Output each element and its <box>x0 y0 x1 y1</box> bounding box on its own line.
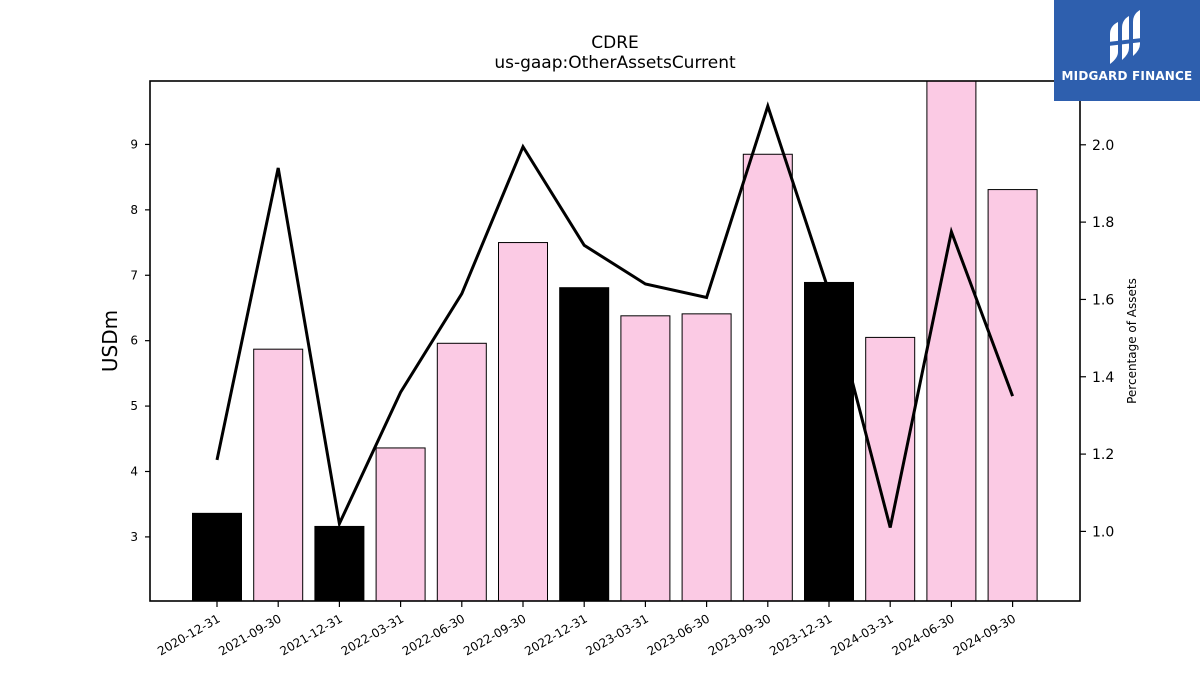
y2-tick-label: 1.2 <box>1092 447 1114 463</box>
y-axis-ticks: 3 4 5 6 7 8 9 <box>130 137 150 544</box>
x-tick-label: 2024-06-30 <box>889 611 956 658</box>
bar-2022-12-31 <box>559 287 610 602</box>
y2-tick-label: 1.4 <box>1092 370 1114 386</box>
x-tick-label: 2023-12-31 <box>767 611 834 658</box>
bar-2023-06-30 <box>681 313 732 602</box>
x-tick-label: 2023-09-30 <box>706 611 773 658</box>
y2-axis-ticks: 1.0 1.2 1.4 1.6 1.8 2.0 <box>1080 138 1114 540</box>
brand-logo: MIDGARD FINANCE <box>1054 0 1200 101</box>
x-tick-label: 2023-06-30 <box>645 611 712 658</box>
x-tick-label: 2021-12-31 <box>277 611 344 658</box>
bar-2022-06-30 <box>436 342 487 602</box>
x-tick-label: 2021-09-30 <box>216 611 283 658</box>
x-tick-label: 2022-09-30 <box>461 611 528 658</box>
bar-2020-12-31 <box>192 512 242 602</box>
y-tick-label: 9 <box>130 137 138 151</box>
percentage-line <box>215 101 1015 529</box>
y-axis-label: USDm <box>98 310 122 372</box>
bar-2022-09-30 <box>498 242 548 602</box>
bar-2023-12-31 <box>804 281 854 602</box>
x-axis-ticks: 2020-12-312021-09-302021-12-312022-03-31… <box>155 601 1018 658</box>
bar-2023-09-30 <box>742 153 793 602</box>
bar-2024-03-31 <box>865 336 916 602</box>
bar-2023-03-31 <box>620 315 671 602</box>
y-tick-label: 4 <box>130 464 138 478</box>
y-tick-label: 8 <box>130 203 138 217</box>
y2-tick-label: 1.6 <box>1092 292 1114 308</box>
x-tick-label: 2024-03-31 <box>828 611 895 658</box>
x-tick-label: 2022-03-31 <box>339 611 406 658</box>
chart-title: CDRE <box>591 33 639 53</box>
x-tick-label: 2024-09-30 <box>951 611 1018 658</box>
y-tick-label: 3 <box>130 530 138 544</box>
y-tick-label: 5 <box>130 399 138 413</box>
bar-2022-03-31 <box>375 447 426 602</box>
bar-series <box>192 80 1038 602</box>
bar-2021-12-31 <box>314 525 365 602</box>
brand-name: MIDGARD FINANCE <box>1061 69 1193 83</box>
x-tick-label: 2020-12-31 <box>155 611 222 658</box>
x-tick-label: 2022-12-31 <box>522 611 589 658</box>
y2-tick-label: 1.8 <box>1092 215 1114 231</box>
chart-subtitle: us-gaap:OtherAssetsCurrent <box>494 53 736 73</box>
y2-tick-label: 1.0 <box>1092 524 1114 540</box>
x-tick-label: 2023-03-31 <box>583 611 650 658</box>
bar-2024-06-30 <box>926 80 977 602</box>
y2-axis-label: Percentage of Assets <box>1125 278 1139 404</box>
y-tick-label: 7 <box>130 268 138 282</box>
x-tick-label: 2022-06-30 <box>400 611 467 658</box>
y-tick-label: 6 <box>130 334 138 348</box>
midgard-logo-icon <box>1108 10 1142 64</box>
y2-tick-label: 2.0 <box>1092 138 1114 154</box>
line-series <box>215 101 1015 529</box>
bar-2021-09-30 <box>253 348 304 602</box>
